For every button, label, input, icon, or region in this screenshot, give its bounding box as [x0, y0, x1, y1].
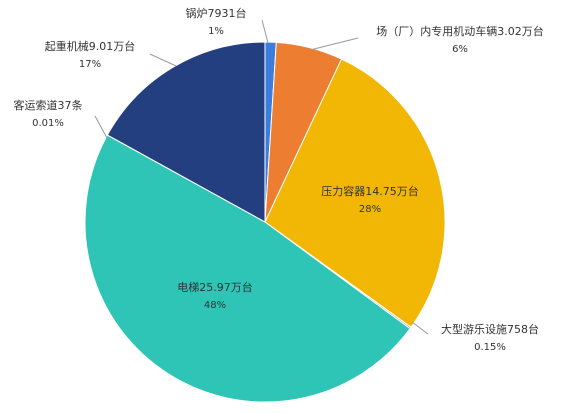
slice-percent: 28% [359, 204, 381, 215]
slice-percent: 0.01% [32, 118, 64, 129]
leader-line [94, 115, 108, 139]
pie-slice [106, 41, 266, 223]
pie-slice [84, 134, 411, 403]
slice-label: 大型游乐设施758台 [441, 322, 539, 336]
leader-line [309, 37, 359, 51]
slice-label: 压力容器14.75万台 [321, 184, 419, 198]
slice-percent: 17% [79, 59, 101, 70]
slice-percent: 0.15% [474, 342, 506, 353]
leader-line [149, 53, 177, 67]
slice-label: 客运索道37条 [14, 98, 83, 112]
slice-label: 起重机械9.01万台 [45, 39, 136, 53]
slice-percent: 48% [204, 300, 226, 311]
leader-line [411, 321, 429, 335]
slice-percent: 1% [208, 26, 224, 37]
slice-percent: 6% [452, 44, 468, 55]
pie-slice [264, 58, 446, 328]
slice-label: 场（厂）内专用机动车辆3.02万台 [376, 24, 544, 38]
leader-line [261, 19, 269, 44]
slice-label: 锅炉7931台 [186, 6, 247, 20]
slice-label: 电梯25.97万台 [177, 280, 253, 294]
